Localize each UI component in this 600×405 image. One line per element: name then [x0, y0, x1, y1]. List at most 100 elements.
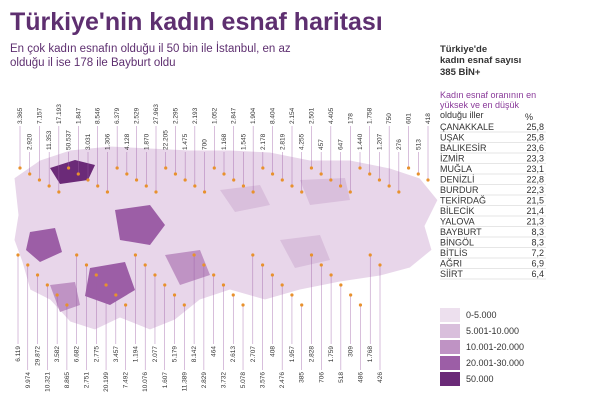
province-count: 11.389: [181, 372, 188, 392]
legend-label: 0-5.000: [466, 310, 497, 320]
province-name: BİTLİS: [440, 248, 468, 258]
city-dot: [377, 178, 382, 182]
summary-label: kadın esnaf sayısı: [440, 55, 521, 66]
province-count: 2.847: [231, 107, 238, 124]
province-count: 647: [338, 139, 345, 150]
province-count: 3.732: [220, 372, 227, 389]
summary-label: Türkiye'de: [440, 44, 487, 55]
province-count: 8.142: [191, 346, 198, 363]
province-count: 22.205: [163, 130, 170, 150]
province-count: 6.119: [15, 346, 22, 362]
city-dot: [348, 190, 352, 194]
city-dot: [261, 166, 265, 170]
city-dot: [378, 263, 382, 267]
city-dot: [75, 253, 79, 257]
city-dot: [212, 273, 216, 277]
city-dot: [329, 178, 333, 182]
province-value: 7,2: [531, 248, 544, 258]
province-count: 1.052: [211, 107, 218, 124]
city-dot: [124, 303, 128, 307]
province-value: 6,9: [531, 259, 544, 269]
legend-swatch: [440, 340, 460, 354]
city-dot: [192, 253, 196, 257]
city-dot: [212, 166, 216, 170]
city-dot: [28, 172, 32, 176]
province-count: 2.501: [308, 107, 315, 124]
legend-label: 20.001-30.000: [466, 358, 524, 368]
province-count: 276: [396, 139, 403, 150]
city-dot: [270, 172, 275, 176]
province-count: 486: [357, 372, 364, 383]
province-name: TEKİRDAĞ: [440, 196, 486, 206]
ranking-title: yüksek ve en düşük: [440, 100, 520, 110]
province-count: 27.963: [153, 104, 160, 124]
province-count: 50.537: [66, 130, 73, 150]
legend-label: 50.000: [466, 374, 494, 384]
city-dot: [154, 190, 158, 194]
city-dot: [221, 283, 226, 287]
city-dot: [387, 184, 391, 188]
city-dot: [143, 263, 147, 267]
city-dot: [280, 283, 284, 287]
ranking-unit: %: [525, 112, 533, 122]
province-count: 2.154: [289, 107, 296, 124]
city-dot: [300, 303, 304, 307]
province-name: ÇANAKKALE: [440, 122, 494, 132]
city-dot: [26, 263, 30, 267]
province-count: 1.194: [132, 346, 139, 363]
province-count: 513: [415, 139, 422, 150]
city-dot: [260, 263, 265, 267]
province-count: 1.306: [104, 133, 111, 150]
city-dot: [18, 166, 22, 170]
city-dot: [45, 283, 49, 287]
province-count: 1.759: [328, 346, 335, 363]
city-dot: [172, 293, 177, 297]
province-count: 1.957: [289, 346, 296, 363]
province-count: 464: [211, 346, 218, 357]
city-dot: [66, 166, 71, 170]
ranking-title: olduğu iller: [440, 110, 484, 120]
province-count: 3.582: [54, 346, 61, 363]
city-dot: [125, 172, 129, 176]
map: [13, 145, 439, 331]
province-count: 9.974: [25, 372, 32, 389]
city-dot: [280, 178, 284, 182]
province-name: BİLECİK: [440, 206, 475, 216]
city-dot: [16, 253, 20, 257]
province-value: 21,5: [526, 196, 544, 206]
province-count: 20.199: [103, 372, 110, 392]
province-count: 178: [347, 113, 354, 124]
city-dot: [133, 253, 138, 257]
city-dot: [35, 273, 40, 277]
province-count: 5.078: [240, 372, 247, 389]
province-name: BURDUR: [440, 185, 479, 195]
province-count: 700: [202, 139, 209, 150]
province-name: BAYBURT: [440, 227, 482, 237]
province-count: 2.829: [201, 372, 208, 389]
province-count: 1.440: [357, 133, 364, 150]
city-dot: [319, 263, 323, 267]
province-name: BİNGÖL: [440, 238, 474, 248]
city-dot: [358, 303, 363, 307]
province-count: 7.492: [123, 372, 130, 389]
city-dot: [339, 283, 343, 287]
province-count: 10.321: [44, 372, 51, 392]
city-dot: [241, 303, 245, 307]
city-dot: [84, 263, 89, 267]
province-count: 1.607: [162, 372, 169, 389]
province-count: 2.193: [192, 107, 199, 124]
city-dot: [358, 166, 362, 170]
province-count: 309: [348, 346, 355, 357]
city-dot: [94, 273, 98, 277]
province-count: 2.828: [309, 346, 316, 363]
city-dot: [241, 184, 246, 188]
city-dot: [114, 293, 118, 297]
city-dot: [309, 166, 314, 170]
province-count: 2.295: [172, 107, 179, 124]
city-dot: [349, 293, 353, 297]
province-value: 8,3: [531, 238, 544, 248]
province-name: BALIKESİR: [440, 143, 487, 153]
city-dot: [368, 172, 372, 176]
province-count: 17.193: [56, 104, 63, 124]
province-name: MUĞLA: [440, 164, 472, 174]
